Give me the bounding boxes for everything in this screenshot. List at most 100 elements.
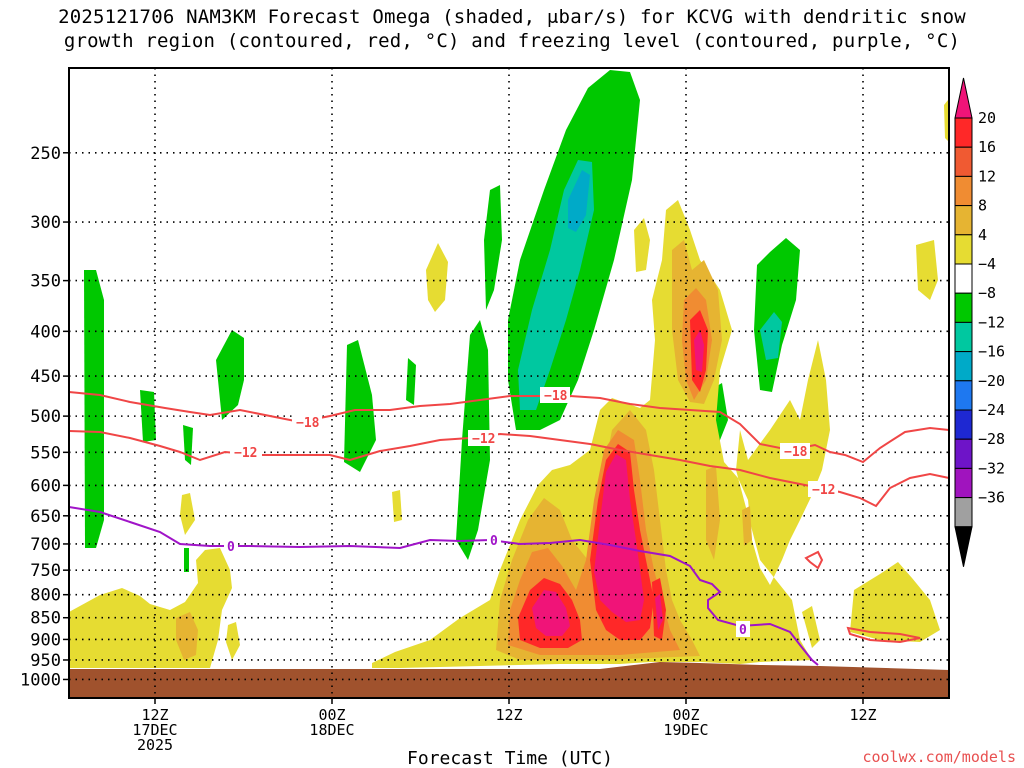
y-tick-label: 600 — [30, 476, 61, 496]
colorbar-swatch — [954, 409, 973, 440]
y-tick-label: 300 — [30, 213, 61, 233]
omega-region-green — [184, 548, 189, 572]
source-credit: coolwx.com/models — [862, 748, 1016, 766]
omega-region-yellow — [226, 622, 240, 660]
omega-region-magenta — [532, 590, 570, 636]
x-tick-label: 00Z — [318, 706, 345, 724]
dgz-label: −12 — [472, 432, 495, 447]
y-tick-label: 900 — [30, 630, 61, 650]
dgz-label: −12 — [812, 483, 835, 498]
dgz-label: −18 — [544, 389, 568, 404]
chart-title-line-2: growth region (contoured, red, °C) and f… — [63, 30, 961, 52]
colorbar-label: 20 — [978, 109, 996, 127]
colorbar-label: −36 — [978, 489, 1005, 507]
x-tick-label: 12Z — [495, 706, 522, 724]
freezing-label: 0 — [739, 623, 747, 638]
omega-region-green — [754, 238, 800, 392]
colorbar-bottom-arrow — [954, 526, 973, 567]
y-tick-label: 800 — [30, 586, 61, 606]
colorbar-label: −24 — [978, 401, 1005, 419]
omega-region-yellow — [944, 98, 949, 142]
y-tick-label: 400 — [30, 322, 61, 342]
dgz-contour-minus12 — [68, 430, 950, 508]
dgz-label: −18 — [784, 445, 808, 460]
x-tick-label: 18DEC — [309, 721, 354, 739]
colorbar-label: −16 — [978, 343, 1005, 361]
dgz-label: −18 — [296, 416, 320, 431]
y-tick-label: 850 — [30, 609, 61, 629]
dgz-contour-small — [846, 626, 921, 644]
colorbar-swatch — [954, 380, 973, 411]
contour-labels: −18 −12 −18 −12 −18 −12 0 0 0 — [224, 387, 838, 638]
colorbar-label: 4 — [978, 226, 987, 244]
omega-region-gold — [706, 466, 720, 560]
omega-region-yellow — [180, 493, 195, 535]
omega-region-green — [344, 340, 376, 472]
omega-shading — [69, 70, 949, 668]
omega-region-yellow — [426, 243, 448, 312]
y-tick-label: 250 — [30, 144, 61, 164]
colorbar-swatch — [954, 263, 973, 294]
colorbar-label: −28 — [978, 430, 1005, 448]
colorbar-label: −8 — [978, 284, 996, 302]
y-tick-label: 350 — [30, 272, 61, 292]
colorbar-label: 8 — [978, 197, 987, 215]
omega-region-cyan — [568, 170, 590, 232]
omega-region-green — [484, 185, 502, 310]
colorbar-label: −4 — [978, 255, 996, 273]
colorbar-swatch — [954, 321, 973, 353]
y-tick-label: 650 — [30, 507, 61, 527]
omega-region-gold — [742, 506, 752, 546]
omega-region-yellow — [850, 562, 940, 642]
colorbar-swatch — [954, 117, 973, 148]
colorbar-label: −20 — [978, 372, 1005, 390]
x-tick-label: 17DEC — [132, 721, 177, 739]
omega-region-yellow — [69, 548, 232, 668]
omega-region-gold — [176, 612, 198, 660]
colorbar-swatch — [954, 438, 973, 469]
omega-region-teal — [760, 312, 782, 360]
y-tick-label: 750 — [30, 561, 61, 581]
grid-lines — [69, 68, 949, 698]
x-tick-label: 00Z — [672, 706, 699, 724]
chart-title-line-1: 2025121706 NAM3KM Forecast Omega (shaded… — [58, 6, 966, 28]
dgz-label: −12 — [234, 446, 257, 461]
colorbar-swatch — [954, 175, 973, 207]
omega-region-green — [406, 358, 416, 405]
colorbar-swatch — [954, 351, 973, 382]
y-axis: 2503003504004505005506006507007508008509… — [20, 144, 69, 690]
colorbar-swatch — [954, 497, 973, 528]
dgz-contour-small — [804, 550, 824, 570]
omega-region-yellow — [634, 218, 650, 272]
x-axis-title: Forecast Time (UTC) — [407, 748, 613, 768]
y-tick-label: 500 — [30, 407, 61, 427]
omega-region-yellow — [802, 606, 820, 648]
y-tick-label: 1000 — [20, 670, 61, 690]
omega-region-green — [216, 330, 244, 420]
colorbar-label: −12 — [978, 313, 1005, 331]
y-tick-label: 700 — [30, 535, 61, 555]
colorbar-swatch — [954, 234, 973, 265]
freezing-label: 0 — [227, 540, 235, 555]
freezing-label: 0 — [490, 534, 498, 549]
x-tick-label: 19DEC — [663, 721, 708, 739]
omega-region-yellow — [392, 490, 402, 522]
colorbar-swatch — [954, 205, 973, 236]
colorbar-swatch — [954, 292, 973, 323]
x-tick-label: 2025 — [137, 736, 173, 754]
omega-region-magenta — [655, 594, 663, 630]
omega-region-yellow — [916, 240, 938, 300]
y-tick-label: 950 — [30, 651, 61, 671]
y-tick-label: 550 — [30, 443, 61, 463]
omega-region-green — [183, 425, 193, 465]
colorbar-swatch — [954, 146, 973, 177]
omega-region-magenta — [594, 454, 644, 622]
colorbar-label: −32 — [978, 459, 1005, 477]
colorbar-swatch — [954, 467, 973, 499]
colorbar-label: 12 — [978, 167, 996, 185]
omega-region-magenta — [694, 330, 704, 372]
y-tick-label: 450 — [30, 367, 61, 387]
colorbar-legend: 20 16 12 8 4 −4 −8 −12 −16 −20 −24 −28 −32 −36 — [954, 77, 1005, 567]
colorbar-top-arrow — [954, 77, 973, 119]
